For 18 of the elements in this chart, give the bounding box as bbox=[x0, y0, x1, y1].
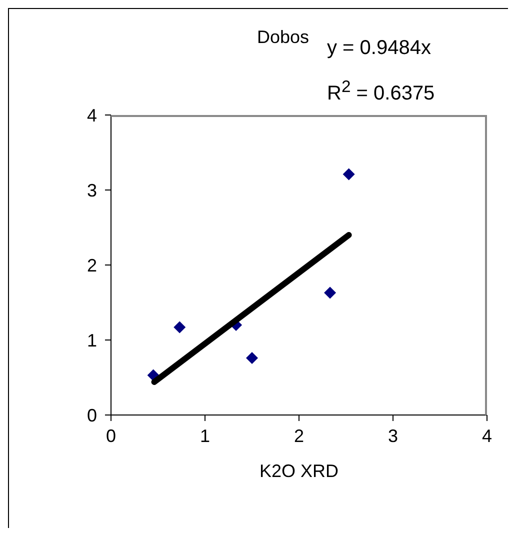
y-tick-label: 0 bbox=[86, 405, 97, 426]
x-tick-label: 3 bbox=[388, 426, 398, 446]
point bbox=[342, 168, 355, 180]
x-tick-label: 2 bbox=[294, 426, 304, 446]
point bbox=[324, 286, 336, 299]
text: y = 0.9484x bbox=[327, 37, 431, 60]
x-axis-title: K2O XRD bbox=[258, 461, 340, 482]
text: R$^{2}$ = 0.6375 bbox=[327, 77, 435, 106]
point bbox=[174, 321, 186, 334]
y-tick-label: 2 bbox=[86, 255, 97, 276]
x-tick-label: 0 bbox=[106, 426, 116, 446]
y-tick-label: 3 bbox=[86, 180, 97, 200]
x-tick-label: 4 bbox=[482, 426, 492, 446]
point bbox=[246, 352, 258, 364]
y-tick-label: 4 bbox=[86, 105, 97, 126]
y-tick-label: 1 bbox=[86, 330, 97, 350]
chart-title: Dobos bbox=[257, 27, 310, 48]
x-tick-label: 1 bbox=[200, 426, 210, 446]
